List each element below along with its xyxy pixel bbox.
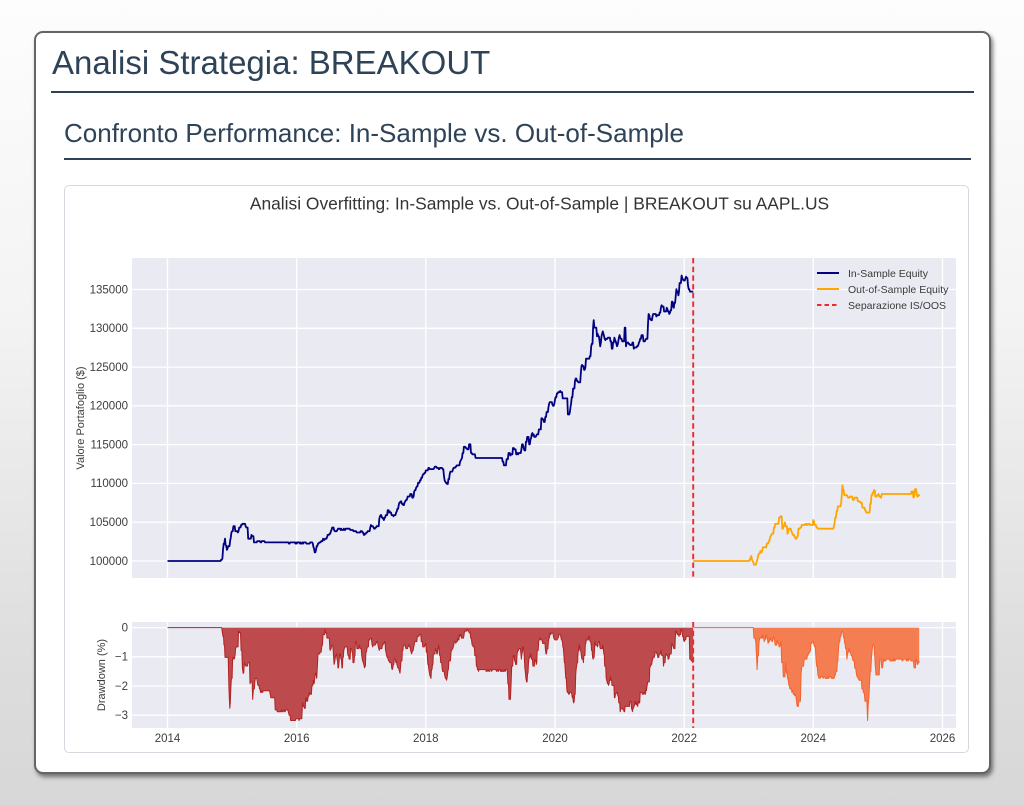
- svg-text:100000: 100000: [90, 556, 128, 568]
- svg-text:2018: 2018: [413, 733, 439, 745]
- svg-text:115000: 115000: [90, 439, 128, 451]
- svg-text:2016: 2016: [284, 733, 310, 745]
- svg-text:−3: −3: [115, 710, 128, 722]
- svg-text:Analisi Overfitting: In-Sample: Analisi Overfitting: In-Sample vs. Out-o…: [250, 194, 829, 214]
- svg-text:Drawdown (%): Drawdown (%): [96, 639, 108, 711]
- svg-text:In-Sample Equity: In-Sample Equity: [848, 268, 929, 280]
- svg-text:120000: 120000: [90, 401, 128, 413]
- svg-text:2020: 2020: [542, 733, 568, 745]
- svg-text:105000: 105000: [90, 517, 128, 529]
- svg-text:135000: 135000: [90, 284, 128, 296]
- svg-text:Valore Portafoglio ($): Valore Portafoglio ($): [75, 366, 87, 469]
- svg-text:110000: 110000: [90, 478, 128, 490]
- svg-text:Out-of-Sample Equity: Out-of-Sample Equity: [848, 284, 949, 296]
- svg-text:2022: 2022: [671, 733, 697, 745]
- svg-text:125000: 125000: [90, 362, 128, 374]
- svg-text:2026: 2026: [930, 733, 956, 745]
- svg-text:2024: 2024: [801, 733, 827, 745]
- svg-text:−1: −1: [115, 652, 128, 664]
- svg-text:2014: 2014: [155, 733, 181, 745]
- svg-text:0: 0: [122, 622, 128, 634]
- svg-text:−2: −2: [115, 681, 128, 693]
- svg-text:130000: 130000: [90, 323, 128, 335]
- svg-text:Separazione IS/OOS: Separazione IS/OOS: [848, 300, 946, 312]
